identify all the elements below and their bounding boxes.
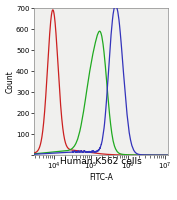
- Text: Human K562 cells: Human K562 cells: [60, 157, 142, 166]
- X-axis label: FITC-A: FITC-A: [89, 173, 113, 182]
- Y-axis label: Count: Count: [5, 70, 15, 93]
